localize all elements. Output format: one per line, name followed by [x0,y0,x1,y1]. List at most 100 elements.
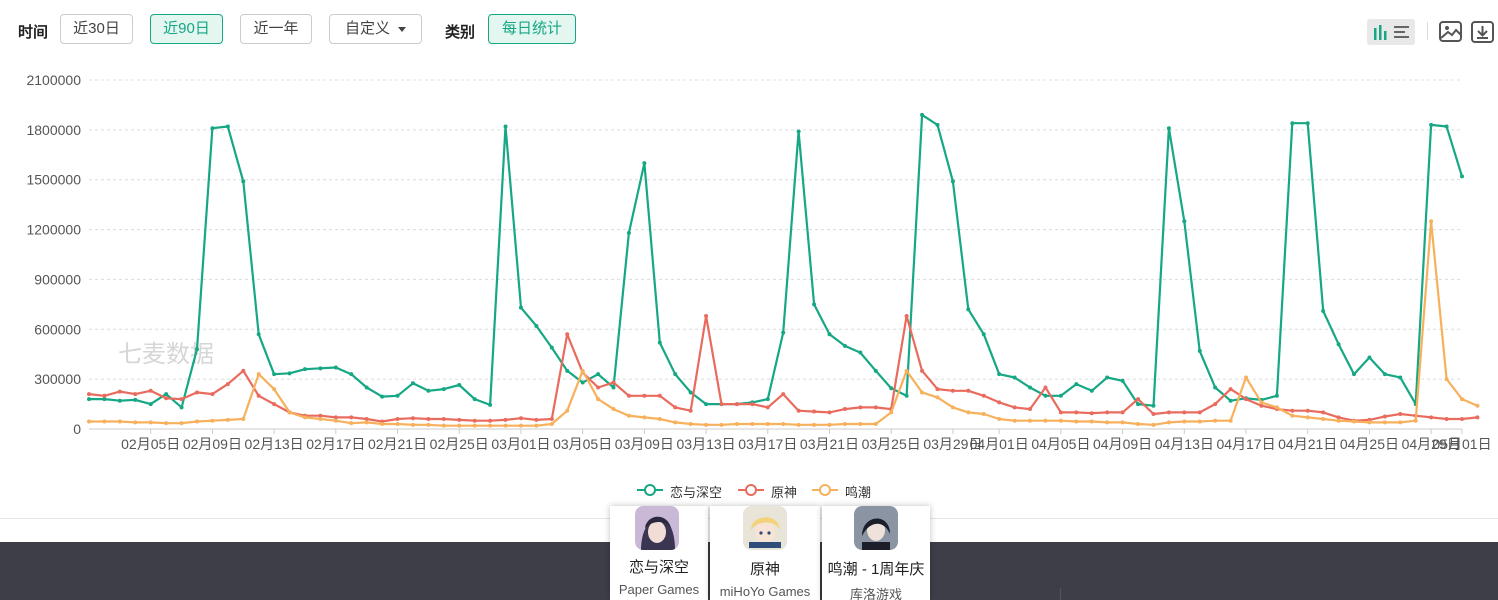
data-point [1429,122,1434,127]
data-point [873,405,878,410]
data-point [1089,388,1094,393]
data-point [827,410,832,415]
data-point [272,387,277,392]
data-point [488,423,493,428]
data-point [1228,418,1233,423]
data-point [1120,410,1125,415]
app-name: 原神 [749,561,780,578]
x-tick-label: 04月25日 [1340,436,1399,452]
data-point [117,389,122,394]
data-point [1182,419,1187,424]
data-point [518,423,523,428]
data-point [318,417,323,422]
data-point [796,408,801,413]
data-point [611,407,616,412]
data-point [1336,418,1341,423]
app-icon-portrait-2 [743,506,787,550]
data-point [1444,377,1449,382]
data-point [225,417,230,422]
app-icon-portrait-1 [635,506,679,550]
data-point [1074,410,1079,415]
data-point [194,419,199,424]
data-point [1259,400,1264,405]
data-point [534,323,539,328]
data-point [534,417,539,422]
data-point [441,387,446,392]
footer-divider [1060,588,1061,600]
data-point [148,388,153,393]
data-point [117,398,122,403]
data-point [1213,385,1218,390]
data-point [1398,420,1403,425]
data-point [1321,417,1326,422]
daily-stats-button[interactable]: 每日统计 [488,14,576,44]
data-point [1043,393,1048,398]
data-point [1182,410,1187,415]
data-point [812,422,817,427]
data-point [1182,219,1187,224]
data-point [765,422,770,427]
data-point [1136,402,1141,407]
data-point [966,388,971,393]
data-point [688,422,693,427]
list-icon[interactable] [1393,23,1411,41]
data-point [1120,420,1125,425]
data-point [1197,348,1202,353]
data-point [1259,403,1264,408]
data-point [611,385,616,390]
x-tick-label: 02月09日 [183,436,242,452]
range-90-days-button[interactable]: 近90日 [150,14,223,44]
data-point [781,330,786,335]
download-icon[interactable] [1470,19,1496,45]
app-card-1[interactable]: 恋与深空 Paper Games [610,506,708,600]
data-point [657,393,662,398]
bar-chart-icon[interactable] [1372,23,1390,41]
data-point [87,419,91,424]
data-point [1136,422,1141,427]
data-point [1305,408,1310,413]
x-tick-label: 03月09日 [615,436,674,452]
data-point [981,412,986,417]
data-point [380,422,385,427]
app-card-3[interactable]: 鸣潮 - 1周年庆 库洛游戏 [822,506,930,600]
data-point [1475,415,1480,420]
data-point [1197,410,1202,415]
data-point [858,422,863,427]
data-point [441,423,446,428]
data-point [1290,408,1295,413]
data-point [256,372,261,377]
data-point [842,422,847,427]
data-point [1120,378,1125,383]
data-point [210,418,215,423]
data-point [241,368,246,373]
data-point [704,402,709,407]
data-point [981,332,986,337]
data-point [904,313,909,318]
custom-range-dropdown[interactable]: 自定义 [329,14,422,44]
data-point [1089,411,1094,416]
data-point [1305,121,1310,126]
data-point [565,408,570,413]
data-point [349,372,354,377]
data-point [657,417,662,422]
image-icon[interactable] [1438,19,1464,45]
data-point [488,418,493,423]
category-label: 类别 [445,24,476,41]
data-point [1274,405,1279,410]
data-point [1413,418,1418,423]
data-point [827,332,832,337]
data-point [349,415,354,420]
data-point [626,393,631,398]
data-point [765,397,770,402]
series-2 [87,313,1480,424]
range-1-year-button[interactable]: 近一年 [240,14,312,44]
legend-dot-mark [819,484,831,496]
data-point [194,390,199,395]
watermark-text: 七麦数据 [118,341,214,368]
data-point [889,386,894,391]
data-point [102,419,107,424]
app-card-2[interactable]: 原神 miHoYo Games [710,506,820,600]
toolbar: 时间 近30日 近90日 近一年 自定义 类别 每日统计 [0,0,1498,60]
range-30-days-button[interactable]: 近30日 [60,14,133,44]
x-tick-label: 04月17日 [1216,436,1275,452]
